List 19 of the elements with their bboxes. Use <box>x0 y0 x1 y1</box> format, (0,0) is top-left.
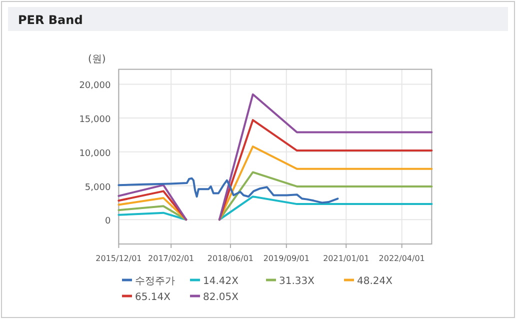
x-tick-label: 2015/12/01 <box>96 254 142 263</box>
chart-title: PER Band <box>18 13 83 27</box>
legend-label: 82.05X <box>203 292 239 303</box>
y-tick-label: 0 <box>104 216 111 227</box>
x-tick-label: 2017/02/01 <box>148 254 194 263</box>
legend-label: 수정주가 <box>135 276 175 287</box>
x-tick-label: 2021/01/01 <box>323 254 370 263</box>
legend-label: 14.42X <box>203 276 239 287</box>
legend-label: 31.33X <box>279 276 315 287</box>
y-axis-title: (원) <box>88 54 106 65</box>
x-tick-label: 2018/06/01 <box>207 254 254 263</box>
x-tick-label: 2022/04/01 <box>378 254 425 263</box>
legend-label: 48.24X <box>357 276 393 287</box>
legend-label: 65.14X <box>135 292 171 303</box>
x-tick-label: 2019/09/01 <box>263 254 310 263</box>
y-tick-label: 15,000 <box>79 115 111 126</box>
y-tick-label: 20,000 <box>79 81 111 92</box>
y-tick-label: 5,000 <box>84 182 111 193</box>
y-tick-label: 10,000 <box>79 148 111 159</box>
